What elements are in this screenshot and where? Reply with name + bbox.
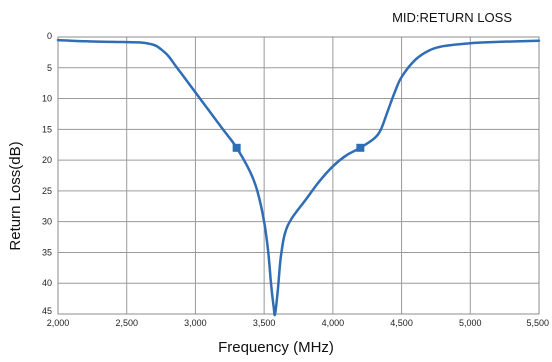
y-axis-title: Return Loss(dB) [7,141,24,250]
y-tick-label: 40 [42,278,52,288]
x-tick-label: 3,000 [184,318,207,328]
markers [233,144,365,152]
x-tick-label: 4,000 [322,318,345,328]
y-tick-label: 35 [42,247,52,257]
chart-title: MID:RETURN LOSS [392,10,512,25]
series-line [58,40,539,315]
y-tick-label: 45 [42,306,52,316]
plot-frame [58,37,539,314]
marker-point [233,144,241,152]
x-tick-label: 2,500 [115,318,138,328]
y-tick-label: 25 [42,186,52,196]
y-axis-ticks: 0 5 10 15 20 25 30 35 40 45 [42,31,52,316]
x-tick-label: 4,500 [390,318,413,328]
grid [58,37,539,314]
x-axis-title: Frequency (MHz) [218,339,334,356]
x-tick-label: 5,500 [526,318,549,328]
x-tick-label: 3,500 [253,318,276,328]
x-axis-ticks: 2,000 2,500 3,000 3,500 4,000 4,500 5,000 5,500 [47,318,549,328]
x-tick-label: 5,000 [459,318,482,328]
y-tick-label: 5 [47,63,52,73]
y-tick-label: 30 [42,217,52,227]
y-tick-label: 15 [42,124,52,134]
marker-point [356,144,364,152]
x-tick-label: 2,000 [47,318,70,328]
y-tick-label: 0 [47,31,52,41]
y-tick-label: 10 [42,94,52,104]
y-tick-label: 20 [42,155,52,165]
